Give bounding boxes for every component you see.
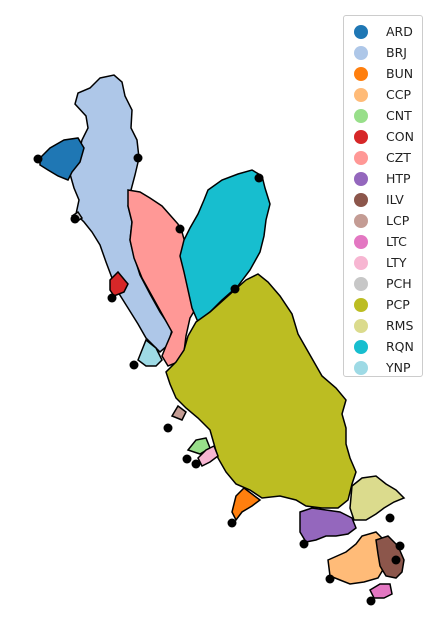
site-marker [175,224,185,234]
legend-marker [354,255,368,270]
legend-label: BRJ [386,45,407,60]
site-marker [230,284,240,294]
site-marker [182,454,192,464]
legend-label: BUN [386,66,414,81]
site-marker [299,539,309,549]
legend-marker [354,129,368,144]
legend-label: PCP [386,297,410,312]
site-marker [33,154,43,164]
legend-item-lty: LTY [354,252,407,273]
legend-marker [354,150,368,165]
legend-label: CNT [386,108,412,123]
region-lty [197,444,219,468]
legend-marker [354,297,368,312]
legend-label: ARD [386,24,413,39]
legend-marker [354,213,368,228]
legend-label: PCH [386,276,412,291]
site-marker [163,423,173,433]
legend-item-ltc: LTC [354,231,407,252]
legend-label: LTY [386,255,407,270]
legend-marker [354,108,368,123]
site-marker [366,596,376,606]
legend-item-rqn: RQN [354,336,414,357]
legend-item-pch: PCH [354,273,412,294]
region-cnt [186,437,211,455]
legend-label: YNP [386,360,411,375]
legend-marker [354,339,368,354]
legend-marker [354,360,368,375]
site-marker [129,360,139,370]
legend-label: RQN [386,339,414,354]
region-ynp [137,338,163,367]
legend-label: CCP [386,87,411,102]
legend-item-htp: HTP [354,168,411,189]
site-marker [191,459,201,469]
legend-label: LCP [386,213,410,228]
legend-marker [354,234,368,249]
site-marker [325,574,335,584]
site-marker [391,555,401,565]
legend-item-lcp: LCP [354,210,409,231]
region-con [109,270,129,297]
legend-marker [354,87,368,102]
legend-label: CZT [386,150,411,165]
site-marker [70,214,80,224]
legend-marker [354,66,368,81]
legend-marker [354,171,368,186]
legend-item-pcp: PCP [354,294,410,315]
legend-label: ILV [386,192,404,207]
map-legend: ARD BRJ BUN CCP CNT CON CZT HTP ILV LCP LTC LTY PCH P… [343,15,423,377]
legend-item-cnt: CNT [354,105,412,126]
region-bun [231,487,262,522]
region-rms [349,475,406,521]
legend-label: CON [386,129,414,144]
legend-item-ilv: ILV [354,189,404,210]
legend-marker [354,276,368,291]
legend-item-con: CON [354,126,414,147]
region-lcp [170,404,187,421]
legend-label: HTP [386,171,411,186]
site-marker [395,541,405,551]
legend-marker [354,318,368,333]
region-ltc [369,583,393,599]
legend-item-czt: CZT [354,147,411,168]
site-marker [107,293,117,303]
site-marker [385,513,395,523]
legend-item-ccp: CCP [354,84,411,105]
legend-item-brj: BRJ [354,42,407,63]
legend-label: LTC [386,234,407,249]
legend-marker [354,24,368,39]
legend-label: RMS [386,318,414,333]
site-marker [133,153,143,163]
region-pcp [165,273,357,509]
region-ard [39,137,85,181]
site-marker [227,518,237,528]
legend-item-ynp: YNP [354,357,411,378]
legend-item-ard: ARD [354,21,413,42]
legend-marker [354,45,368,60]
legend-item-bun: BUN [354,63,413,84]
region-htp [299,507,357,543]
legend-item-rms: RMS [354,315,413,336]
site-markers [33,153,405,606]
site-marker [254,173,264,183]
legend-marker [354,192,368,207]
